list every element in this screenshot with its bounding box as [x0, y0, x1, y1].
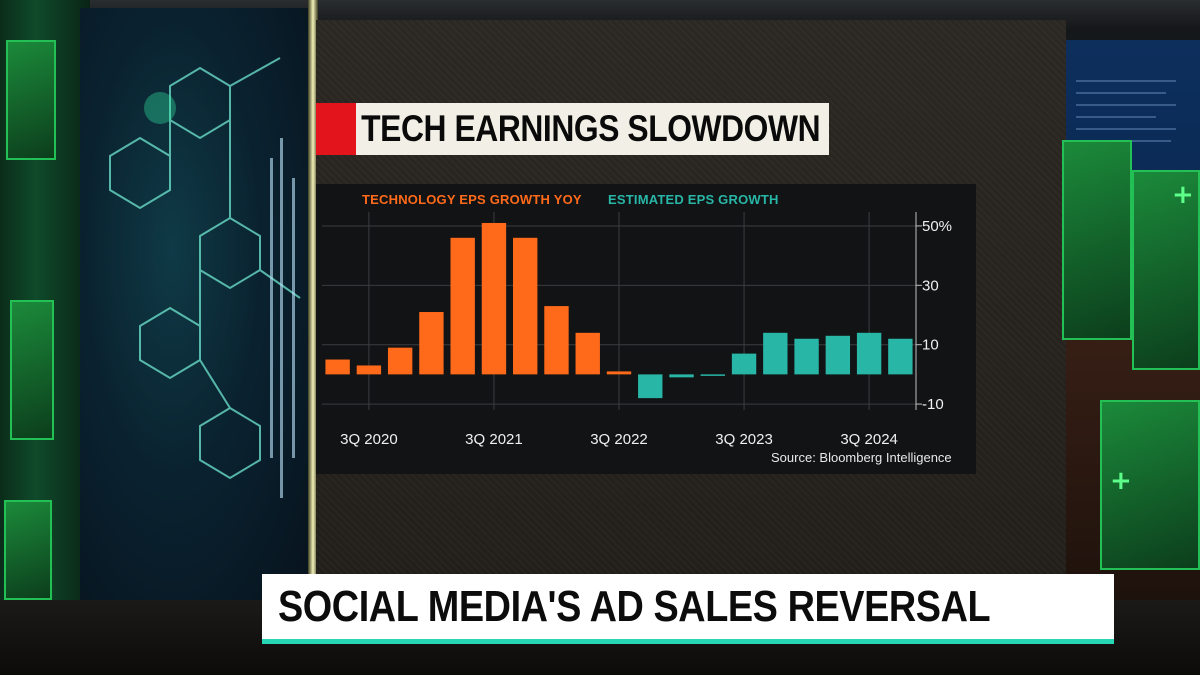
x-tick-label: 3Q 2022	[590, 431, 648, 448]
bar-actual-eps	[419, 312, 444, 375]
bar-estimated-eps	[638, 374, 663, 399]
light-pillar	[308, 0, 318, 600]
bar-estimated-eps	[825, 335, 851, 375]
left-green-wall	[0, 0, 90, 675]
monitor-data-row	[1076, 92, 1166, 94]
x-axis-ticks: 3Q 2020 3Q 2021 3Q 2022 3Q 2023 3Q 2024	[340, 431, 898, 448]
bar-actual-eps	[544, 306, 569, 375]
legend-actual-eps: TECHNOLOGY EPS GROWTH YOY	[362, 192, 582, 207]
lower-third-banner: SOCIAL MEDIA'S AD SALES REVERSAL	[262, 574, 1114, 644]
bar-estimated-eps	[856, 332, 882, 375]
bar-actual-eps	[325, 359, 350, 375]
y-tick-label: 10	[922, 337, 939, 354]
monitor-data-row	[1076, 80, 1176, 82]
molecule-display-screen	[80, 8, 312, 608]
x-tick-label: 3Q 2020	[340, 431, 398, 448]
molecule-graphic	[109, 57, 301, 498]
y-tick-label: 50%	[922, 218, 952, 235]
legend-estimated-eps: ESTIMATED EPS GROWTH	[608, 192, 779, 207]
bar-actual-eps	[387, 347, 413, 375]
headline-banner: TECH EARNINGS SLOWDOWN	[316, 103, 906, 155]
green-wall-panel	[1062, 140, 1132, 340]
bar-actual-eps	[575, 332, 600, 375]
y-tick-label: -10	[922, 396, 944, 413]
x-tick-label: 3Q 2024	[840, 431, 898, 448]
bar-estimated-eps	[731, 353, 757, 375]
headline-accent-bar	[316, 103, 356, 155]
bar-actual-eps	[450, 237, 475, 375]
bar-actual-eps	[606, 371, 632, 375]
lower-third-text: SOCIAL MEDIA'S AD SALES REVERSAL	[278, 582, 991, 631]
green-wall-panel	[6, 40, 56, 160]
bar-estimated-eps	[763, 332, 788, 375]
bar-actual-eps	[481, 222, 507, 375]
green-wall-panel	[4, 500, 52, 600]
chart-grid	[322, 212, 922, 410]
bar-actual-eps	[513, 237, 538, 375]
bar-actual-eps	[356, 365, 382, 375]
y-tick-label: 30	[922, 277, 939, 294]
bar-estimated-eps	[669, 374, 694, 378]
monitor-data-row	[1076, 116, 1156, 118]
green-wall-panel	[1100, 400, 1200, 570]
plus-icon: +	[1110, 466, 1132, 496]
chart-source: Source: Bloomberg Intelligence	[771, 450, 952, 465]
chart-panel: 50% 30 10 -10 3Q 2020 3Q 2021 3Q 2022 3Q 2023 3…	[316, 184, 976, 474]
green-wall-panel	[10, 300, 54, 440]
x-tick-label: 3Q 2021	[465, 431, 523, 448]
headline-text: TECH EARNINGS SLOWDOWN	[356, 103, 829, 155]
y-axis-ticks: 50% 30 10 -10	[922, 218, 952, 413]
bar-estimated-eps	[888, 338, 913, 375]
chart-bars	[325, 222, 913, 399]
monitor-data-row	[1076, 104, 1176, 106]
plus-icon: +	[1172, 180, 1194, 210]
x-tick-label: 3Q 2023	[715, 431, 773, 448]
green-wall-panel	[1132, 170, 1200, 370]
monitor-data-row	[1076, 128, 1176, 130]
bar-estimated-eps	[700, 374, 725, 376]
bar-estimated-eps	[794, 338, 819, 375]
